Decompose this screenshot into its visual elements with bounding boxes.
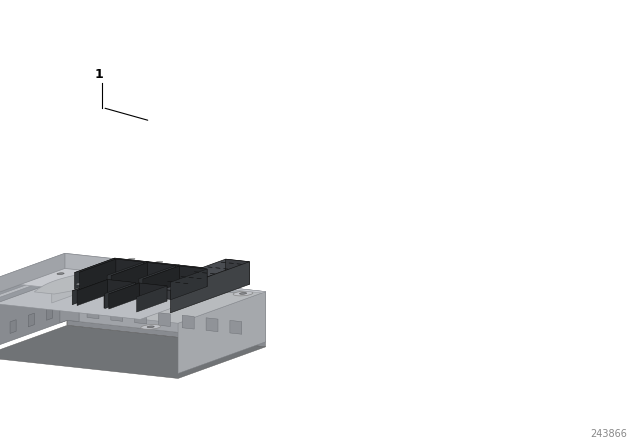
Polygon shape xyxy=(179,266,207,287)
Polygon shape xyxy=(181,276,186,277)
Polygon shape xyxy=(168,281,172,282)
Polygon shape xyxy=(75,284,84,287)
Polygon shape xyxy=(147,262,180,281)
Polygon shape xyxy=(148,263,175,283)
Polygon shape xyxy=(67,270,266,342)
Polygon shape xyxy=(184,283,188,284)
Polygon shape xyxy=(77,284,83,285)
Polygon shape xyxy=(127,258,135,260)
Polygon shape xyxy=(47,306,52,320)
Polygon shape xyxy=(116,259,143,280)
Polygon shape xyxy=(0,254,128,288)
Polygon shape xyxy=(108,280,135,297)
Polygon shape xyxy=(147,267,157,270)
Polygon shape xyxy=(147,259,250,290)
Polygon shape xyxy=(143,266,179,297)
Polygon shape xyxy=(140,283,167,301)
Polygon shape xyxy=(143,266,207,282)
Polygon shape xyxy=(51,271,70,276)
Polygon shape xyxy=(60,292,79,323)
Polygon shape xyxy=(138,282,172,299)
Polygon shape xyxy=(104,282,172,298)
Text: 243866: 243866 xyxy=(590,429,627,439)
Polygon shape xyxy=(233,291,253,296)
Polygon shape xyxy=(0,254,65,296)
Polygon shape xyxy=(72,279,140,294)
Polygon shape xyxy=(157,280,164,281)
Polygon shape xyxy=(0,270,266,323)
Polygon shape xyxy=(239,293,246,294)
Polygon shape xyxy=(221,262,226,263)
Polygon shape xyxy=(77,280,108,306)
Polygon shape xyxy=(141,325,161,329)
Polygon shape xyxy=(178,292,266,374)
Polygon shape xyxy=(0,325,266,379)
Polygon shape xyxy=(189,277,193,278)
Polygon shape xyxy=(111,263,148,293)
Polygon shape xyxy=(134,310,147,324)
Polygon shape xyxy=(0,270,67,352)
Polygon shape xyxy=(109,283,167,297)
Polygon shape xyxy=(136,286,167,312)
Polygon shape xyxy=(107,262,143,293)
Polygon shape xyxy=(74,265,240,293)
Polygon shape xyxy=(226,259,250,284)
Polygon shape xyxy=(202,272,207,273)
Polygon shape xyxy=(115,258,148,278)
Polygon shape xyxy=(210,273,215,274)
Polygon shape xyxy=(0,270,73,302)
Polygon shape xyxy=(182,315,194,329)
Polygon shape xyxy=(74,258,115,289)
Polygon shape xyxy=(63,270,266,293)
Polygon shape xyxy=(178,265,212,285)
Polygon shape xyxy=(105,283,135,309)
Polygon shape xyxy=(206,318,218,332)
Polygon shape xyxy=(159,313,170,327)
Polygon shape xyxy=(72,279,106,305)
Polygon shape xyxy=(196,278,202,279)
Polygon shape xyxy=(57,273,64,275)
Polygon shape xyxy=(171,269,207,300)
Polygon shape xyxy=(67,320,266,347)
Polygon shape xyxy=(109,283,140,309)
Polygon shape xyxy=(138,265,178,296)
Polygon shape xyxy=(87,305,99,319)
Polygon shape xyxy=(65,254,128,275)
Polygon shape xyxy=(111,307,123,321)
Polygon shape xyxy=(106,279,140,296)
Polygon shape xyxy=(34,272,109,294)
Polygon shape xyxy=(106,262,180,280)
Polygon shape xyxy=(139,266,175,296)
Polygon shape xyxy=(106,262,147,293)
Text: 1: 1 xyxy=(95,68,104,81)
Polygon shape xyxy=(150,278,170,283)
Polygon shape xyxy=(195,271,199,272)
Polygon shape xyxy=(147,326,154,327)
Polygon shape xyxy=(175,282,180,283)
Polygon shape xyxy=(10,320,16,333)
Polygon shape xyxy=(79,259,116,290)
Polygon shape xyxy=(28,313,35,327)
Polygon shape xyxy=(52,260,128,303)
Polygon shape xyxy=(0,265,74,311)
Polygon shape xyxy=(156,261,163,263)
Polygon shape xyxy=(138,265,212,283)
Polygon shape xyxy=(104,282,138,308)
Polygon shape xyxy=(170,262,250,313)
Polygon shape xyxy=(149,267,155,268)
Polygon shape xyxy=(230,320,242,334)
Polygon shape xyxy=(77,280,135,293)
Polygon shape xyxy=(74,258,148,276)
Polygon shape xyxy=(79,259,143,276)
Polygon shape xyxy=(111,263,175,279)
Polygon shape xyxy=(0,265,240,319)
